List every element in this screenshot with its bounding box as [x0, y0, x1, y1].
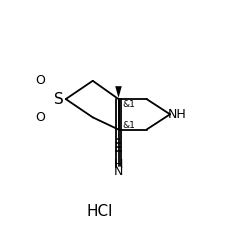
Text: NH: NH: [168, 108, 187, 121]
Text: HCl: HCl: [87, 204, 113, 219]
Text: &1: &1: [123, 100, 136, 109]
Text: O: O: [35, 111, 45, 124]
Text: H: H: [114, 158, 123, 171]
Text: N: N: [114, 165, 123, 178]
Text: &1: &1: [123, 121, 136, 130]
Polygon shape: [115, 86, 122, 98]
Text: O: O: [35, 74, 45, 87]
Text: S: S: [54, 92, 64, 107]
